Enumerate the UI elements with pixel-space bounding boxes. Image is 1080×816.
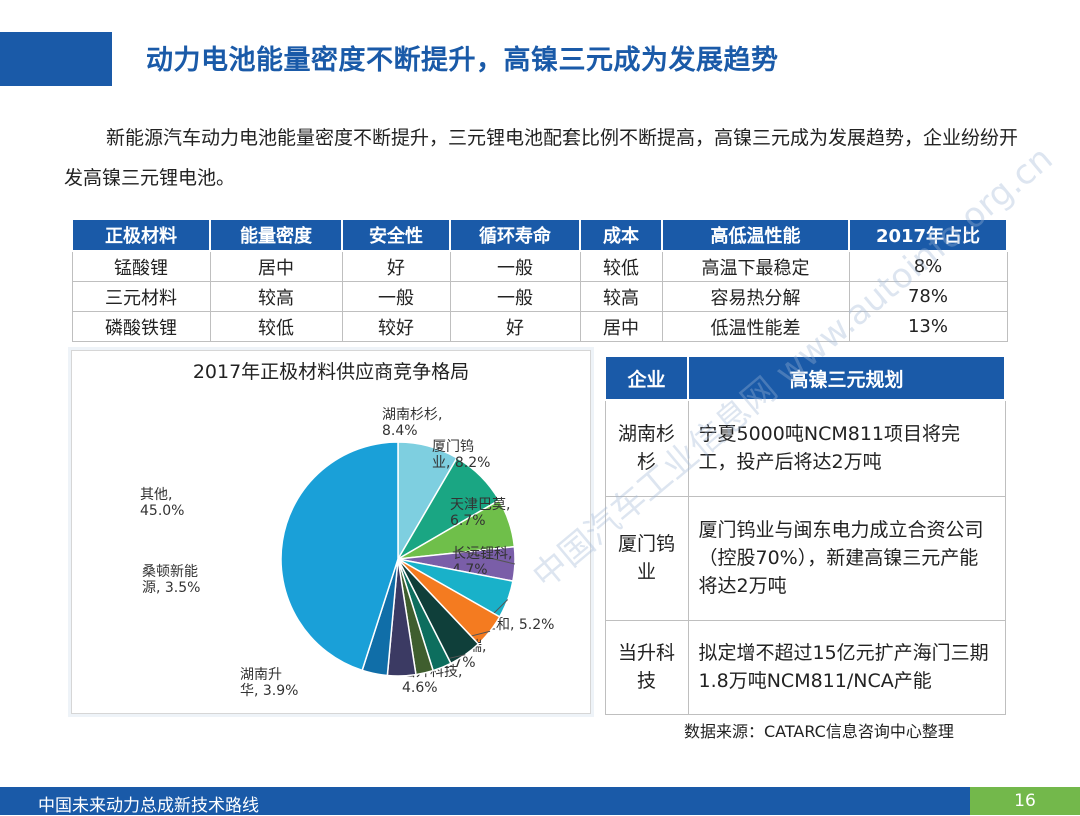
page-title: 动力电池能量密度不断提升，高镍三元成为发展趋势 — [146, 45, 779, 76]
table-cell: 居中 — [209, 250, 343, 282]
header-cell: 成本 — [579, 218, 663, 252]
header-cell: 能量密度 — [209, 218, 343, 252]
company-cell: 厦门钨业 — [604, 495, 689, 621]
table-cell: 78% — [848, 281, 1008, 312]
table-cell: 13% — [848, 311, 1008, 342]
pie-slice-其他 — [280, 441, 399, 672]
leader-line — [455, 549, 516, 565]
slice-label: 金和, 5.2% — [482, 617, 554, 633]
plan-cell: 厦门钨业与闽东电力成立合资公司（控股70%），新建高镍三元产能将达2万吨 — [687, 495, 1006, 621]
cathode-properties-table: 正极材料 能量密度 安全性 循环寿命 成本 高低温性能 2017年占比 锰酸锂 … — [71, 218, 1008, 342]
header-cell: 循环寿命 — [449, 218, 581, 252]
table-header-row: 企业 高镍三元规划 — [604, 355, 1006, 401]
footer-bar: 中国未来动力总成新技术路线 16 — [0, 787, 1080, 816]
table-cell: 磷酸铁锂 — [71, 311, 211, 342]
table-row: 磷酸铁锂 较低 较好 好 居中 低温性能差 13% — [71, 311, 1008, 342]
table-cell: 较低 — [209, 311, 343, 342]
table-cell: 好 — [449, 311, 581, 342]
slice-label: 桑顿新能源, 3.5% — [142, 564, 200, 596]
title-accent-bar — [0, 32, 112, 86]
slice-label: 湖南升华, 3.9% — [240, 667, 298, 699]
table-cell: 较高 — [579, 281, 663, 312]
header-cell: 企业 — [604, 355, 689, 401]
header-cell: 高低温性能 — [661, 218, 850, 252]
high-nickel-plan-table: 企业 高镍三元规划 湖南杉杉 宁夏5000吨NCM811项目将完工，投产后将达2… — [604, 355, 1006, 715]
table-cell: 容易热分解 — [661, 281, 850, 312]
table-cell: 较高 — [209, 281, 343, 312]
table-cell: 三元材料 — [71, 281, 211, 312]
slice-label: 其他, 45.0% — [140, 487, 184, 519]
header-cell: 正极材料 — [71, 218, 211, 252]
table-header-row: 正极材料 能量密度 安全性 循环寿命 成本 高低温性能 2017年占比 — [71, 218, 1008, 252]
pie-chart-panel: 2017年正极材料供应商竞争格局 湖南杉杉, 8.4% 厦门钨业, 8.2% 天津巴莫… — [71, 350, 591, 714]
plan-cell: 宁夏5000吨NCM811项目将完工，投产后将达2万吨 — [687, 399, 1006, 497]
table-cell: 居中 — [579, 311, 663, 342]
table-cell: 8% — [848, 250, 1008, 282]
table-cell: 较好 — [341, 311, 451, 342]
company-cell: 当升科技 — [604, 619, 689, 715]
slice-label: 天津巴莫, 6.7% — [450, 497, 510, 529]
chart-title: 2017年正极材料供应商竞争格局 — [192, 361, 470, 383]
company-cell: 湖南杉杉 — [604, 399, 689, 497]
page-number: 16 — [970, 787, 1080, 815]
table-cell: 锰酸锂 — [71, 250, 211, 282]
table-cell: 高温下最稳定 — [661, 250, 850, 282]
table-cell: 一般 — [449, 281, 581, 312]
table-cell: 较低 — [579, 250, 663, 282]
table-row: 锰酸锂 居中 好 一般 较低 高温下最稳定 8% — [71, 250, 1008, 282]
pie-chart: 湖南杉杉, 8.4%厦门钨业, 8.2%天津巴莫, 6.7%长远锂科, 4.7%金和,… — [140, 407, 554, 699]
header-cell: 2017年占比 — [848, 218, 1008, 252]
table-row: 当升科技 拟定增不超过15亿元扩产海门三期1.8万吨NCM811/NCA产能 — [604, 619, 1006, 715]
slice-label: 厦门钨业, 8.2% — [432, 439, 490, 471]
intro-paragraph: 新能源汽车动力电池能量密度不断提升，三元锂电池配套比例不断提高，高镍三元成为发展… — [64, 127, 1019, 189]
table-cell: 一般 — [449, 250, 581, 282]
data-source-note: 数据来源：CATARC信息咨询中心整理 — [684, 722, 954, 741]
table-cell: 低温性能差 — [661, 311, 850, 342]
table-row: 三元材料 较高 一般 一般 较高 容易热分解 78% — [71, 281, 1008, 312]
header-cell: 高镍三元规划 — [687, 355, 1006, 401]
table-cell: 好 — [341, 250, 451, 282]
slice-label: 湖南杉杉, 8.4% — [382, 407, 442, 439]
table-row: 厦门钨业 厦门钨业与闽东电力成立合资公司（控股70%），新建高镍三元产能将达2万… — [604, 495, 1006, 621]
footer-title: 中国未来动力总成新技术路线 — [38, 796, 259, 816]
table-cell: 一般 — [341, 281, 451, 312]
plan-cell: 拟定增不超过15亿元扩产海门三期1.8万吨NCM811/NCA产能 — [687, 619, 1006, 715]
header-cell: 安全性 — [341, 218, 451, 252]
table-row: 湖南杉杉 宁夏5000吨NCM811项目将完工，投产后将达2万吨 — [604, 399, 1006, 497]
